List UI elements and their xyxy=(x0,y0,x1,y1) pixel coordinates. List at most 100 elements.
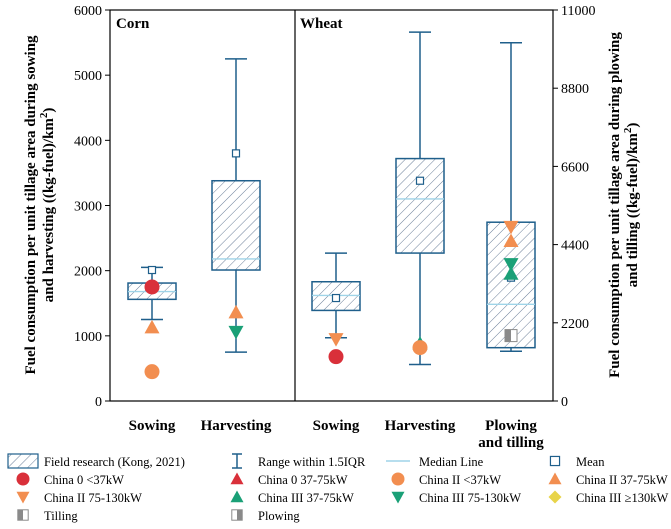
box-body xyxy=(211,179,261,271)
right-tick-label: 8800 xyxy=(561,82,589,97)
left-tick-label: 6000 xyxy=(74,4,102,19)
data-point-fill xyxy=(505,329,511,342)
category-label-line2: and tilling xyxy=(478,435,544,451)
left-axis-title-line2-main: and harvesting ((kg-fuel)/km xyxy=(41,118,57,303)
right-axis-title-end: ) xyxy=(625,123,641,128)
right-axis-title-line2-main: and tilling ((kg-fuel)/km xyxy=(625,133,641,288)
panel-label-corn: Corn xyxy=(116,16,150,32)
legend-label: Tilling xyxy=(44,509,78,523)
right-axis-title-line2: and tilling ((kg-fuel)/km2) xyxy=(622,123,641,288)
data-point xyxy=(328,333,344,347)
legend-label: China 0 37-75kW xyxy=(258,473,348,487)
legend-item: China II <37kW xyxy=(391,472,501,487)
data-point xyxy=(503,258,519,272)
legend-label: China III 37-75kW xyxy=(258,491,354,505)
legend-swatch-fill xyxy=(17,509,23,521)
legend-item: China III ≥130kW xyxy=(548,490,668,505)
data-point xyxy=(503,220,519,235)
legend-swatch xyxy=(16,491,30,504)
box-1 xyxy=(211,58,261,353)
legend-item: China 0 37-75kW xyxy=(230,472,348,487)
legend-swatch xyxy=(230,490,244,503)
legend-label: China III ≥130kW xyxy=(576,491,668,505)
right-axis-title-sup: 2 xyxy=(622,127,634,133)
left-tick-label: 1000 xyxy=(74,330,102,345)
left-axis-title: Fuel consumption per unit tillage area d… xyxy=(23,35,57,375)
right-tick-label: 4400 xyxy=(561,239,589,254)
legend-swatch xyxy=(230,472,244,485)
legend-swatch xyxy=(7,453,39,469)
legend-item: China III 37-75kW xyxy=(230,490,354,505)
data-point xyxy=(503,266,519,280)
legend-swatch xyxy=(391,472,405,486)
legend-label: China II <37kW xyxy=(419,473,501,487)
category-label-line1: Plowing xyxy=(485,418,537,434)
legend-swatch xyxy=(16,472,30,486)
category-label: Sowing xyxy=(313,418,360,434)
right-axis-title: Fuel consumption per unit tillage area d… xyxy=(607,32,641,378)
legend-item: Tilling xyxy=(17,509,78,523)
legend-item: Plowing xyxy=(231,509,300,523)
right-axis-title-line1: Fuel consumption per unit tillage area d… xyxy=(607,32,623,378)
data-point xyxy=(328,349,344,365)
legend-item: Range within 1.5IQR xyxy=(232,453,366,469)
legend-label: China III 75-130kW xyxy=(419,491,521,505)
left-axis-title-line1: Fuel consumption per unit tillage area d… xyxy=(23,35,39,375)
data-point xyxy=(144,364,160,380)
left-tick-label: 5000 xyxy=(74,69,102,84)
box-2 xyxy=(311,252,361,339)
legend-swatch-fill xyxy=(237,509,243,521)
category-label: Harvesting xyxy=(201,418,272,434)
data-point xyxy=(144,319,160,334)
category-label: Harvesting xyxy=(385,418,456,434)
legend-label: Field research (Kong, 2021) xyxy=(44,455,185,469)
right-tick-label: 2200 xyxy=(561,317,589,332)
box-4 xyxy=(486,41,536,352)
box-3 xyxy=(395,31,445,366)
legend-label: Plowing xyxy=(258,509,300,523)
legend-label: China 0 <37kW xyxy=(44,473,124,487)
right-tick-label: 0 xyxy=(561,395,568,410)
data-point xyxy=(412,340,428,356)
mean-marker xyxy=(415,176,425,185)
legend-label: Range within 1.5IQR xyxy=(258,455,366,469)
left-tick-label: 3000 xyxy=(74,200,102,215)
left-tick-label: 4000 xyxy=(74,134,102,149)
legend-item: Median Line xyxy=(386,455,484,469)
left-axis-title-sup: 2 xyxy=(38,112,50,118)
legend-swatch xyxy=(549,455,561,467)
legend-swatch xyxy=(548,490,562,504)
legend-item: Mean xyxy=(549,455,605,469)
panel-label-wheat: Wheat xyxy=(300,16,343,32)
legend-label: China II 75-130kW xyxy=(44,491,142,505)
legend-swatch xyxy=(17,509,29,521)
left-axis-title-line2: and harvesting ((kg-fuel)/km2) xyxy=(38,108,57,303)
mean-marker xyxy=(331,293,341,303)
legend-label: Mean xyxy=(576,455,605,469)
box-body xyxy=(395,157,445,254)
data-point xyxy=(144,279,160,295)
legend-item: China II 75-130kW xyxy=(16,491,142,505)
left-tick-label: 0 xyxy=(95,395,102,410)
data-point xyxy=(504,329,518,343)
data-point xyxy=(228,325,244,340)
data-point xyxy=(503,233,519,248)
left-axis-title-end: ) xyxy=(41,108,57,113)
category-label: Sowing xyxy=(129,418,176,434)
right-tick-label: 11000 xyxy=(561,4,595,19)
mean-marker xyxy=(231,149,241,158)
legend-swatch xyxy=(548,472,562,485)
legend-item: China III 75-130kW xyxy=(391,491,521,505)
legend-item: China II 37-75kW xyxy=(548,472,668,487)
legend-swatch xyxy=(231,509,243,521)
legend-item: Field research (Kong, 2021) xyxy=(7,453,185,469)
mean-marker xyxy=(147,265,157,275)
legend-swatch xyxy=(391,491,405,504)
left-tick-label: 2000 xyxy=(74,265,102,280)
legend-item: China 0 <37kW xyxy=(16,472,124,487)
legend-label: Median Line xyxy=(419,455,484,469)
legend-label: China II 37-75kW xyxy=(576,473,668,487)
data-point xyxy=(228,304,244,319)
right-tick-label: 6600 xyxy=(561,160,589,175)
